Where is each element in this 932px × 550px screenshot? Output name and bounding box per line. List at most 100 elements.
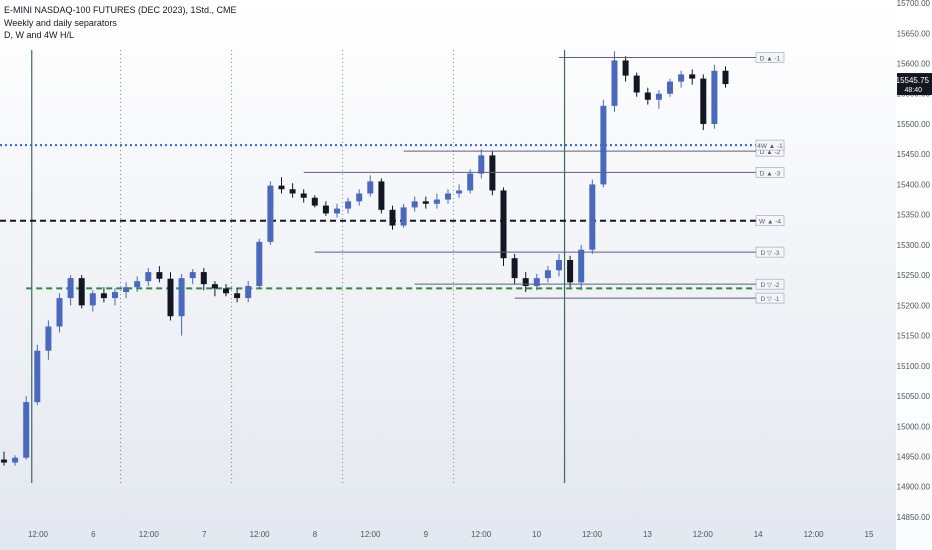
price-tick-label: 14900.00 [897, 483, 931, 492]
time-tick-label: 12:00 [139, 530, 160, 539]
time-tick-label: 12:00 [582, 530, 603, 539]
candle-body [123, 287, 130, 293]
candle-body [89, 293, 96, 306]
candle-body [23, 402, 30, 458]
candle-body [289, 189, 296, 194]
candle-body [78, 278, 85, 306]
level-marker-box [755, 139, 785, 151]
candle-body [167, 278, 174, 317]
candle-body [722, 70, 729, 85]
candle-body [611, 60, 618, 106]
price-tick-label: 15300.00 [897, 241, 931, 250]
candle-body [56, 298, 63, 327]
price-tick-label: 15650.00 [897, 29, 931, 38]
candle-body [345, 201, 352, 209]
candle-body [1, 459, 7, 463]
time-tick-label: 15 [865, 530, 874, 539]
candle-body [445, 193, 451, 200]
time-tick-label: 10 [532, 530, 541, 539]
time-tick-label: 13 [643, 530, 652, 539]
time-tick-label: 12:00 [250, 530, 271, 539]
time-tick-label: 7 [202, 530, 207, 539]
candle-body [556, 260, 562, 271]
time-axis[interactable]: 12:00 6 12:00 7 12:00 8 12:00 9 12:00 10 12:00 13 12… [28, 530, 874, 539]
candle-body [500, 190, 507, 259]
time-tick-label: 6 [91, 530, 96, 539]
candle-body [211, 284, 218, 289]
candle-body [544, 270, 551, 279]
symbol-title[interactable]: E-MINI NASDAQ-100 FUTURES (DEC 2023), 1S… [4, 5, 237, 15]
price-badge-countdown: 48:40 [904, 87, 922, 94]
candle-body [256, 241, 263, 286]
time-tick-label: 12:00 [471, 530, 492, 539]
candle-body [633, 75, 640, 93]
level-marker-label: D ▽ -1 [760, 296, 779, 303]
price-badge-box [897, 73, 932, 96]
candle-body [100, 293, 107, 299]
time-tick-label: 9 [424, 530, 429, 539]
candle-body [689, 74, 696, 79]
indicator-hl-label[interactable]: D, W and 4W H/L [4, 30, 75, 40]
candle-body [278, 185, 285, 190]
candle-body [45, 326, 52, 351]
time-tick-label: 8 [313, 530, 318, 539]
time-tick-label: 12:00 [28, 530, 49, 539]
price-tick-label: 14850.00 [897, 513, 931, 522]
candle-body [267, 185, 274, 242]
candle-body [600, 105, 607, 185]
candle-body [378, 181, 385, 210]
price-tick-label: 15050.00 [897, 392, 931, 401]
candle-body [622, 60, 629, 76]
candle-body [334, 208, 340, 214]
level-marker-box [755, 278, 785, 290]
candle-body [411, 201, 418, 208]
candle-body [678, 74, 685, 82]
level-marker-label: D ▽ -3 [760, 250, 779, 257]
candle-body [389, 209, 396, 226]
level-marker-box [755, 215, 785, 226]
price-tick-label: 15200.00 [897, 301, 931, 310]
price-badge-value: 15545.75 [896, 76, 930, 85]
candle-body [700, 78, 707, 124]
candle-body [178, 278, 185, 317]
candle-body [311, 197, 318, 206]
candle-body [189, 272, 196, 279]
candle-body [34, 350, 41, 403]
candle-body [200, 272, 207, 285]
chart-legend: E-MINI NASDAQ-100 FUTURES (DEC 2023), 1S… [4, 4, 237, 42]
level-marker-label: D ▽ -2 [760, 282, 779, 289]
level-marker-box [755, 246, 785, 258]
level-marker-label: D ▲ -1 [760, 55, 781, 62]
candle-body [711, 70, 718, 124]
price-tick-label: 15400.00 [897, 180, 931, 189]
indicator-separators-label[interactable]: Weekly and daily separators [4, 17, 117, 28]
price-tick-label: 14950.00 [897, 453, 931, 462]
candle-body [589, 184, 596, 250]
candle-body [456, 190, 463, 194]
candle-body [522, 278, 529, 286]
candle-body [644, 92, 651, 100]
candle-body [134, 281, 141, 288]
level-marker-label: D ▲ -2 [760, 149, 781, 156]
level-marker-box [755, 52, 785, 63]
candle-body [467, 173, 474, 191]
candle-body [322, 205, 329, 214]
candle-body [433, 199, 440, 204]
candle-body [567, 260, 574, 283]
price-tick-label: 15150.00 [897, 332, 931, 341]
candle-body [67, 278, 74, 299]
candle-body [422, 201, 429, 204]
candle-body [667, 81, 673, 94]
level-marker-box [755, 167, 785, 178]
level-marker-label: D ▲ -3 [760, 170, 781, 177]
candle-body [234, 293, 241, 299]
candle-body [400, 207, 407, 226]
candle-body [478, 155, 485, 174]
price-tick-label: 15100.00 [897, 362, 931, 371]
candle-body [245, 286, 252, 299]
candle-body [533, 278, 540, 286]
candle-body [112, 292, 118, 299]
